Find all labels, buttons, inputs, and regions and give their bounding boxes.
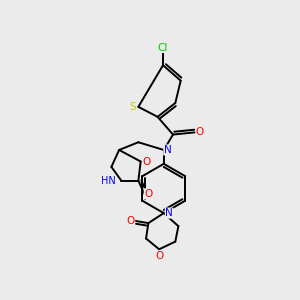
Text: N: N [164, 145, 172, 155]
Text: N: N [165, 208, 173, 218]
Text: O: O [196, 127, 204, 137]
Text: Cl: Cl [158, 43, 168, 52]
Text: O: O [127, 216, 135, 226]
Text: O: O [155, 251, 163, 261]
Text: S: S [130, 102, 136, 112]
Text: O: O [143, 157, 151, 166]
Text: HN: HN [100, 176, 115, 186]
Text: O: O [144, 189, 152, 199]
